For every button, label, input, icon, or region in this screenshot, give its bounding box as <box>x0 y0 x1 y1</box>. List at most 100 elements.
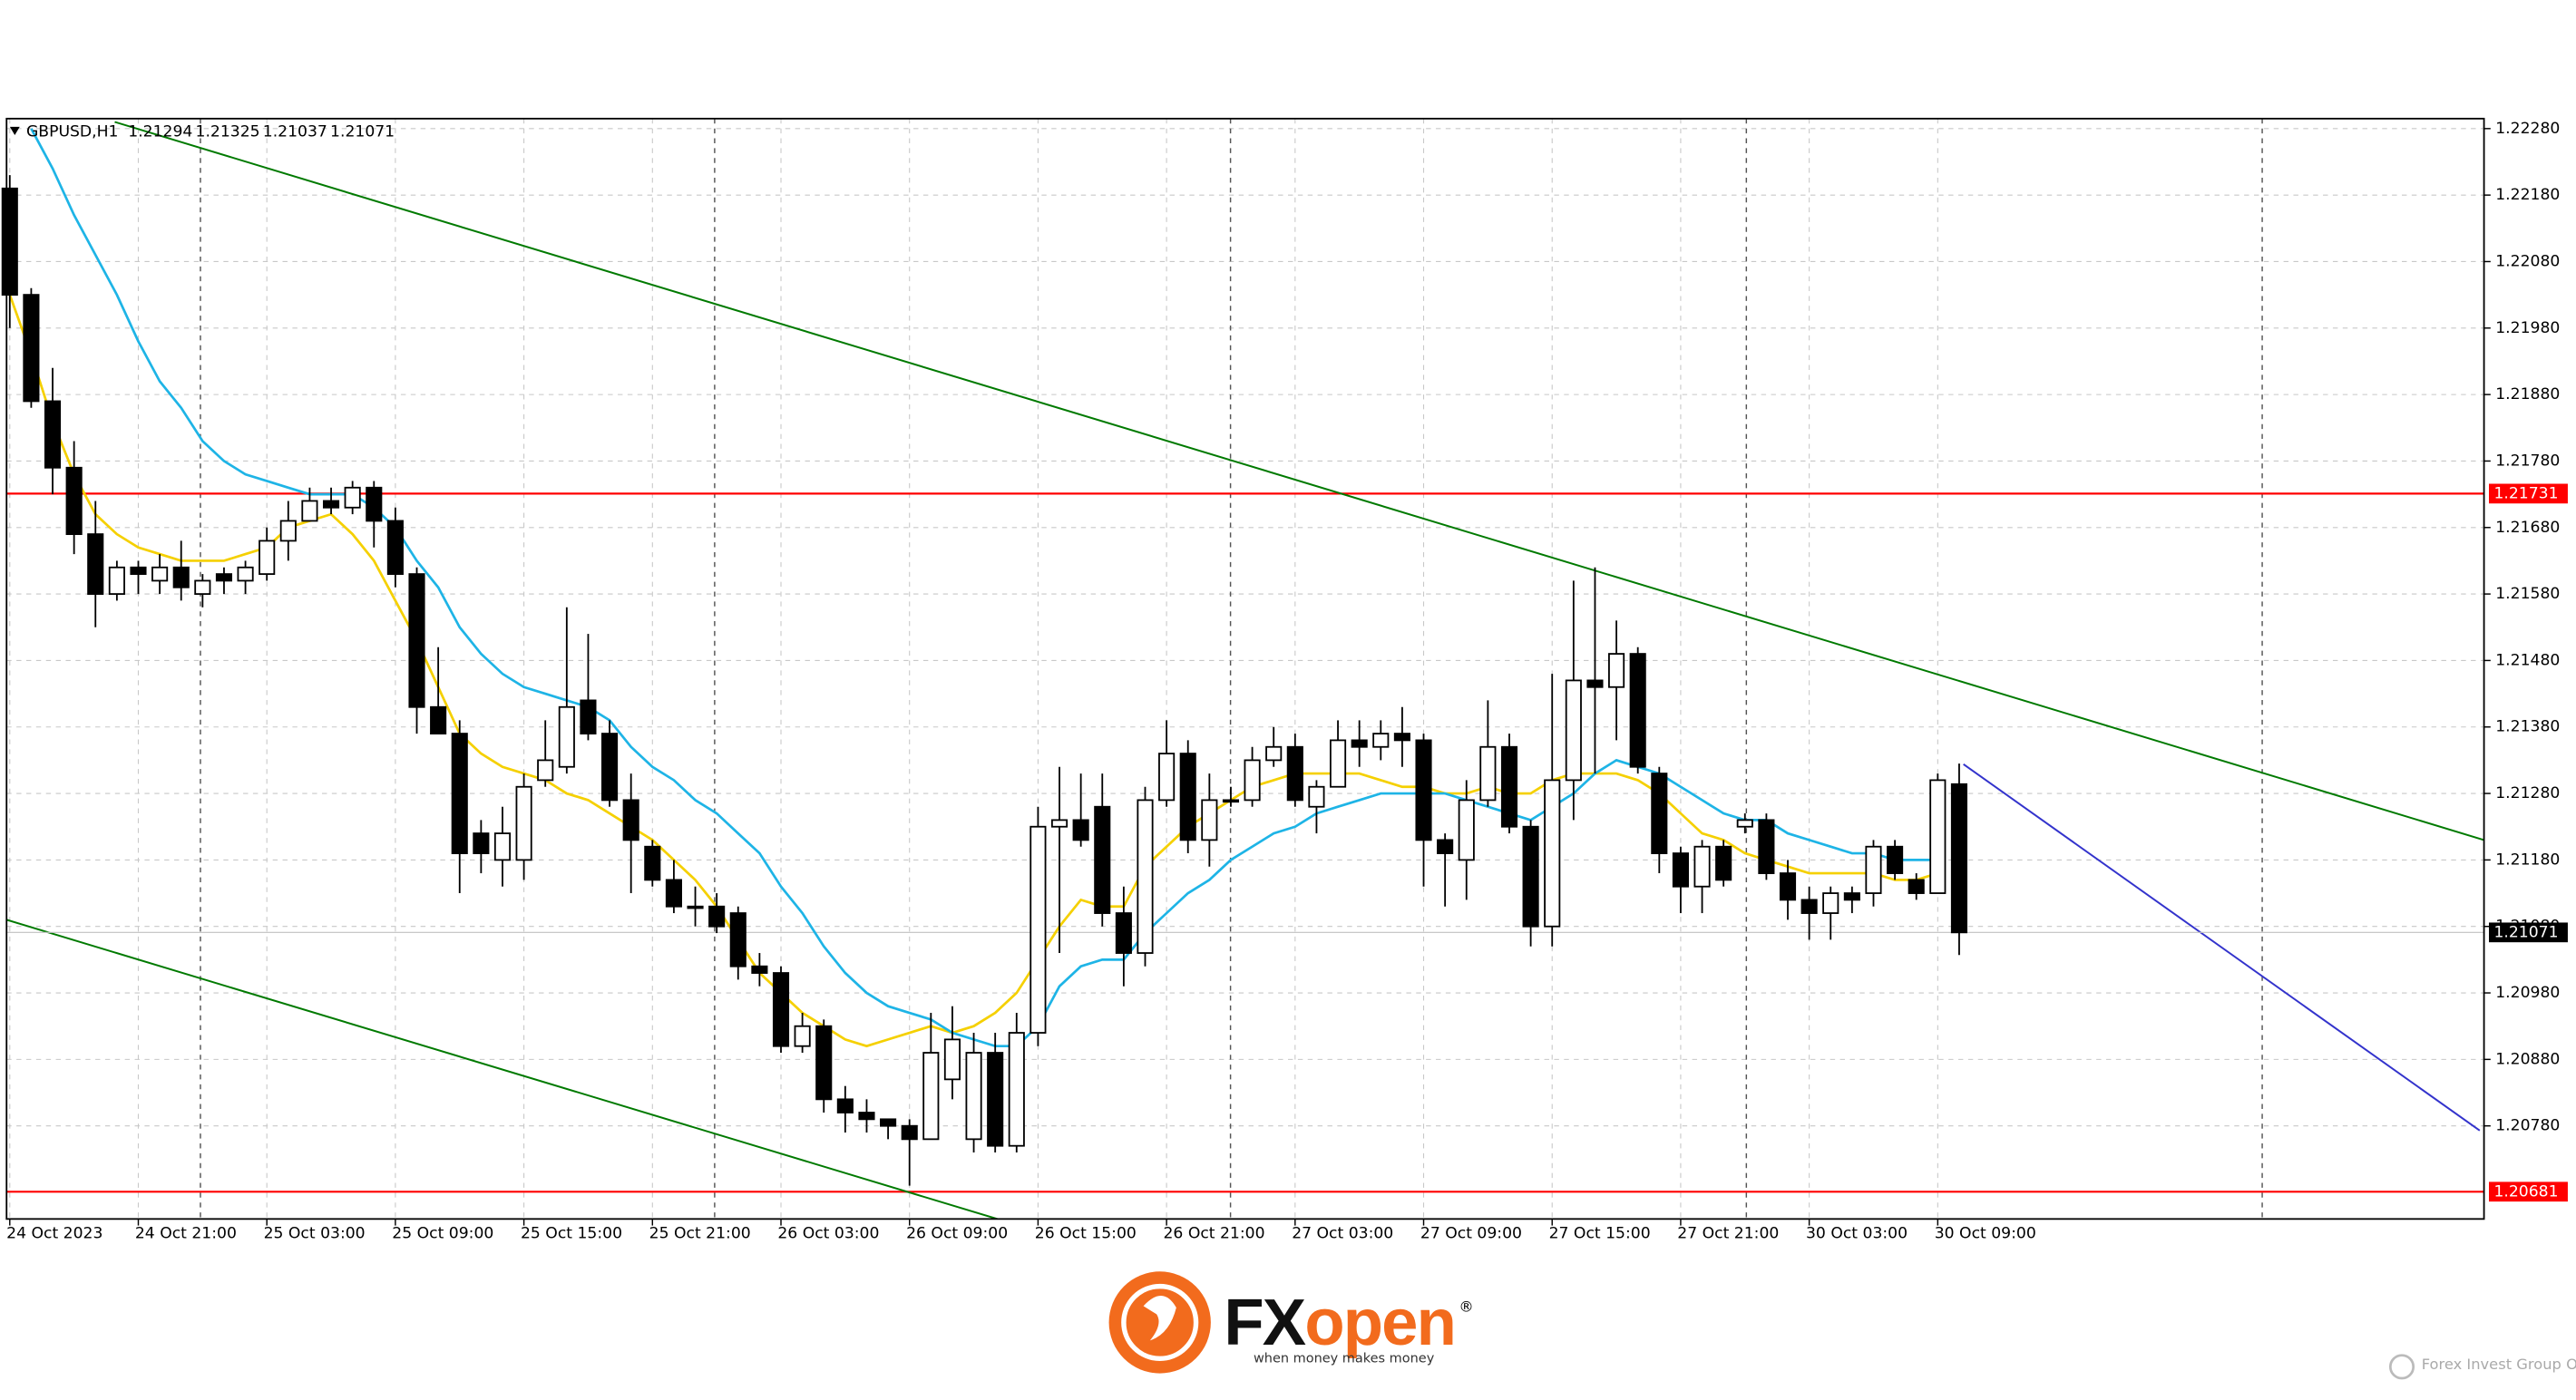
candle-body <box>65 466 83 536</box>
candle-body <box>1522 825 1539 928</box>
logo-icon-mark <box>1143 1296 1176 1341</box>
x-tick-label: 27 Oct 09:00 <box>1420 1225 1522 1243</box>
candle-body <box>1372 733 1390 748</box>
candle-body <box>1929 779 1947 894</box>
candle-body <box>108 566 125 596</box>
axes: 1.22280 1.22180 1.22080 1.21980 1.21880 1.217… <box>6 120 2568 1243</box>
candle-body <box>44 400 62 469</box>
candle-body <box>1308 785 1325 808</box>
candle-body <box>493 832 512 861</box>
candle-body <box>880 1118 897 1127</box>
candle-body <box>1222 799 1240 803</box>
candle-body <box>1950 783 1968 934</box>
candle-body <box>1565 679 1582 782</box>
candle-body <box>708 905 726 928</box>
y-tick-label: 1.20780 <box>2495 1117 2560 1135</box>
x-tick-label: 30 Oct 03:00 <box>1806 1225 1908 1243</box>
candle-body <box>1179 753 1196 841</box>
candle-body <box>1437 839 1454 854</box>
candle-body <box>1629 653 1646 768</box>
candle-body <box>301 500 318 522</box>
logo-tagline: when money makes money <box>1254 1351 1435 1366</box>
candle-body <box>1651 773 1668 854</box>
candle-body <box>1887 845 1904 874</box>
candle-body <box>1008 1032 1025 1147</box>
x-tick-label: 26 Oct 21:00 <box>1163 1225 1264 1243</box>
chart-title: GBPUSD,H1 <box>26 122 119 141</box>
candle-body <box>259 540 276 576</box>
level-label-box <box>2489 1181 2568 1202</box>
candle-body <box>1201 799 1218 841</box>
moving-average <box>8 294 1938 1048</box>
candle-body <box>580 699 597 734</box>
candle-body <box>279 520 297 542</box>
candle-body <box>1758 819 1775 874</box>
header-high: 1.21325 <box>196 122 260 141</box>
candle-body <box>87 533 104 596</box>
candle-body <box>1415 739 1432 841</box>
y-tick-label: 1.22080 <box>2495 252 2560 270</box>
candle-body <box>751 965 768 974</box>
logo-icon-ring <box>1121 1283 1199 1362</box>
logo-registered: ® <box>1459 1298 1473 1316</box>
x-tick-label: 27 Oct 03:00 <box>1292 1225 1393 1243</box>
trend-line <box>6 919 998 1220</box>
grid <box>6 118 2484 1220</box>
candle-body <box>1094 805 1111 914</box>
x-tick-label: 26 Oct 03:00 <box>777 1225 879 1243</box>
y-tick-label: 1.21980 <box>2495 319 2560 337</box>
candle-body <box>987 1052 1004 1147</box>
candle-body <box>366 486 383 522</box>
x-tick-label: 25 Oct 03:00 <box>264 1225 366 1243</box>
candle-body <box>151 566 169 582</box>
x-tick-label: 27 Oct 15:00 <box>1549 1225 1651 1243</box>
y-tick-label: 1.21280 <box>2495 784 2560 802</box>
candle-body <box>451 733 468 854</box>
candle-body <box>1115 912 1132 954</box>
candle-body <box>858 1112 875 1121</box>
y-tick-label: 1.21680 <box>2495 519 2560 537</box>
candle-body <box>901 1124 918 1141</box>
x-tick-label: 25 Oct 15:00 <box>521 1225 622 1243</box>
candle-body <box>1351 739 1368 748</box>
y-tick-label: 1.21380 <box>2495 718 2560 736</box>
x-tick-label: 27 Oct 21:00 <box>1677 1225 1779 1243</box>
candle-body <box>1779 872 1797 901</box>
y-tick-label: 1.20880 <box>2495 1050 2560 1068</box>
candle-body <box>322 500 340 509</box>
candle-body <box>687 905 704 909</box>
candle-body <box>1693 845 1711 888</box>
candle-body <box>1500 745 1518 828</box>
logo-suffix: open <box>1304 1286 1455 1359</box>
candle-body <box>558 705 575 768</box>
symbol-arrow <box>9 126 20 135</box>
candle-body <box>1244 759 1261 802</box>
y-tick-label: 1.22280 <box>2495 120 2560 138</box>
candle-body <box>1544 779 1561 928</box>
candle-body <box>215 573 233 582</box>
trend-line <box>114 121 2484 841</box>
candle-body <box>922 1052 940 1141</box>
candle-body <box>386 520 404 576</box>
y-tick-label: 1.21880 <box>2495 385 2560 403</box>
y-tick-label: 1.21780 <box>2495 452 2560 470</box>
header-low: 1.21037 <box>263 122 327 141</box>
x-tick-label: 24 Oct 2023 <box>6 1225 102 1243</box>
candle-body <box>772 972 790 1047</box>
y-tick-label: 1.20980 <box>2495 984 2560 1002</box>
candle-body <box>665 879 682 908</box>
plot-frame <box>5 117 2485 1220</box>
candle-body <box>622 799 639 841</box>
header-open: 1.21294 <box>128 122 192 141</box>
candle-body <box>1736 819 1753 828</box>
candle-body <box>172 566 190 588</box>
header-close: 1.21071 <box>330 122 395 141</box>
candle-body <box>1286 745 1303 802</box>
candle-body <box>537 759 554 782</box>
candle-body <box>943 1038 961 1081</box>
candle-body <box>1715 845 1732 881</box>
level-label: 1.21731 <box>2493 484 2558 502</box>
